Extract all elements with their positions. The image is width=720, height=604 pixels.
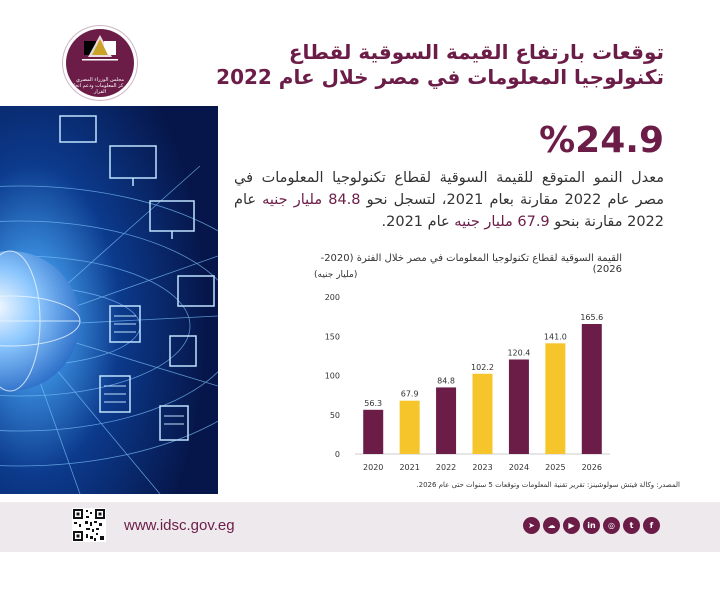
qr-code-icon[interactable] <box>72 508 106 542</box>
bar-2023 <box>472 373 493 454</box>
data-label-2023: 102.2 <box>471 363 494 372</box>
facebook-icon[interactable]: f <box>643 517 660 534</box>
growth-percent: %24.9 <box>539 120 664 161</box>
chart-title: القيمة السوقية لقطاع تكنولوجيا المعلومات… <box>320 253 622 275</box>
y-tick-label: 50 <box>330 411 340 420</box>
data-label-2026: 165.6 <box>580 313 603 322</box>
bar-2025 <box>545 343 566 454</box>
x-tick-label: 2020 <box>363 463 383 472</box>
linkedin-icon[interactable]: in <box>583 517 600 534</box>
value-2021: 67.9 مليار جنيه <box>454 214 550 230</box>
y-tick-label: 0 <box>335 450 340 459</box>
soundcloud-icon[interactable]: ☁ <box>543 517 560 534</box>
x-tick-label: 2024 <box>509 463 529 472</box>
page-title: توقعات بارتفاع القيمة السوقية لقطاع تكنو… <box>216 40 664 89</box>
bar-chart: 0 50 100 150 200 56.3 2020 67.9 2021 84.8 2022 102.… <box>325 293 610 472</box>
x-tick-label: 2025 <box>545 463 565 472</box>
x-tick-label: 2021 <box>399 463 419 472</box>
twitter-icon[interactable]: t <box>623 517 640 534</box>
source-note: المصدر: وكالة فيتش سولوشينز: تقرير تقنية… <box>416 481 680 489</box>
summary-part-3: عام 2021. <box>381 214 455 230</box>
data-label-2024: 120.4 <box>507 348 530 357</box>
header: مجلس الوزراء المصري مركز المعلومات ودعم … <box>0 0 720 97</box>
x-tick-label: 2026 <box>582 463 602 472</box>
x-tick-label: 2023 <box>472 463 492 472</box>
footer <box>0 502 720 552</box>
data-label-2025: 141.0 <box>544 332 567 341</box>
telegram-icon[interactable]: ➤ <box>523 517 540 534</box>
data-label-2022: 84.8 <box>437 376 455 385</box>
bar-2020 <box>363 409 384 454</box>
summary-part-1: معدل النمو المتوقع للقيمة السوقية لقطاع … <box>234 170 664 208</box>
bar-2026 <box>581 324 602 454</box>
y-tick-label: 150 <box>325 332 340 341</box>
data-label-2020: 56.3 <box>364 399 382 408</box>
summary-part-2: عام 2022 مقارنة بنحو <box>234 192 664 230</box>
idsc-logo: مجلس الوزراء المصري مركز المعلومات ودعم … <box>66 29 134 97</box>
social-links: ➤ ☁ ▶ in ◎ t f <box>523 517 660 537</box>
bar-2024 <box>508 359 529 454</box>
hero-image <box>0 106 218 494</box>
bar-2021 <box>399 400 420 454</box>
y-tick-label: 200 <box>325 293 340 302</box>
youtube-icon[interactable]: ▶ <box>563 517 580 534</box>
instagram-icon[interactable]: ◎ <box>603 517 620 534</box>
bar-2022 <box>436 387 457 454</box>
data-label-2021: 67.9 <box>401 390 419 399</box>
summary-text: معدل النمو المتوقع للقيمة السوقية لقطاع … <box>234 167 664 233</box>
y-axis-unit: (مليار جنيه) <box>314 270 358 280</box>
value-2022: 84.8 مليار جنيه <box>262 192 361 208</box>
website-link[interactable]: www.idsc.gov.eg <box>124 517 235 534</box>
y-tick-label: 100 <box>325 372 340 381</box>
logo-text: مجلس الوزراء المصري مركز المعلومات ودعم … <box>71 77 129 95</box>
x-tick-label: 2022 <box>436 463 456 472</box>
